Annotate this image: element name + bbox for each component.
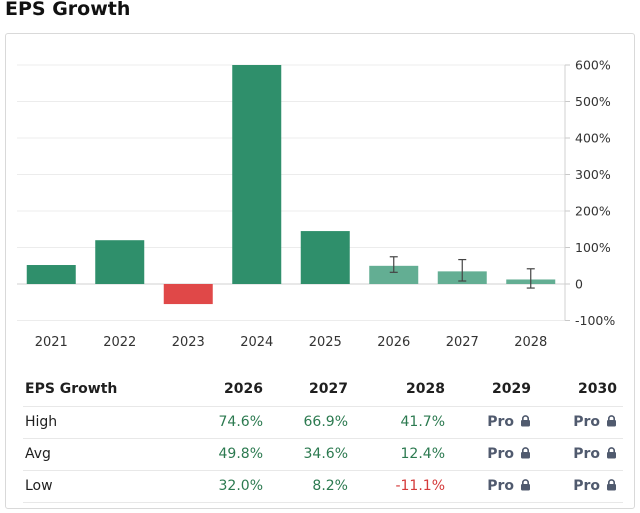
page-title: EPS Growth xyxy=(5,0,131,20)
y-tick-label: -100% xyxy=(575,313,615,328)
pro-locked-cell[interactable]: Pro xyxy=(451,439,531,471)
row-label: Low xyxy=(25,478,53,494)
eps-growth-chart: 600% 500% 400% 300% 200% 100% 0 -100% 2021 2022 20… xyxy=(17,58,615,350)
x-tick-label: 2021 xyxy=(35,335,68,350)
lock-icon xyxy=(606,440,617,471)
bar xyxy=(26,265,76,284)
bar xyxy=(163,284,213,305)
year-header: 2030 xyxy=(578,381,617,397)
y-tick-label: 0 xyxy=(575,277,583,292)
table-header-label: EPS Growth xyxy=(25,381,118,397)
lock-icon xyxy=(606,472,617,503)
x-tick-label: 2023 xyxy=(172,335,205,350)
lock-icon xyxy=(606,408,617,439)
pro-label: Pro xyxy=(487,446,514,462)
x-tick-label: 2025 xyxy=(309,335,342,350)
bar xyxy=(232,65,282,284)
table-row-high: High 74.6% 66.9% 41.7% Pro Pro xyxy=(23,407,623,439)
bar xyxy=(369,265,419,284)
table-cell: 66.9% xyxy=(303,414,348,430)
pro-locked-cell[interactable]: Pro xyxy=(451,471,531,503)
table-cell: 8.2% xyxy=(312,478,348,494)
x-tick-label: 2028 xyxy=(514,335,547,350)
pro-locked-cell[interactable]: Pro xyxy=(537,407,617,439)
table-row-low: Low 32.0% 8.2% -11.1% Pro Pro xyxy=(23,471,623,503)
row-label: High xyxy=(25,414,58,430)
lock-icon xyxy=(520,408,531,439)
pro-label: Pro xyxy=(573,446,600,462)
year-header: 2026 xyxy=(224,381,263,397)
year-header: 2027 xyxy=(309,381,348,397)
x-tick-label: 2027 xyxy=(446,335,479,350)
eps-growth-table: EPS Growth 2026 2027 2028 2029 2030 High… xyxy=(23,374,623,503)
table-cell: 32.0% xyxy=(218,478,263,494)
pro-locked-cell[interactable]: Pro xyxy=(451,407,531,439)
row-label: Avg xyxy=(25,446,51,462)
table-cell: 41.7% xyxy=(400,414,445,430)
pro-locked-cell[interactable]: Pro xyxy=(537,439,617,471)
table-header-row: EPS Growth 2026 2027 2028 2029 2030 xyxy=(23,374,623,407)
x-tick-label: 2026 xyxy=(377,335,410,350)
eps-growth-card xyxy=(5,33,635,509)
y-tick-label: 400% xyxy=(575,131,611,146)
pro-locked-cell[interactable]: Pro xyxy=(537,471,617,503)
y-tick-label: 600% xyxy=(575,58,611,73)
x-tick-label: 2022 xyxy=(103,335,136,350)
pro-label: Pro xyxy=(573,478,600,494)
table-cell: 74.6% xyxy=(218,414,263,430)
year-header: 2029 xyxy=(492,381,531,397)
bar xyxy=(300,231,350,284)
table-cell: 12.4% xyxy=(400,446,445,462)
y-tick-label: 300% xyxy=(575,167,611,182)
y-tick-label: 100% xyxy=(575,240,611,255)
y-tick-label: 500% xyxy=(575,94,611,109)
y-tick-label: 200% xyxy=(575,204,611,219)
year-header: 2028 xyxy=(406,381,445,397)
lock-icon xyxy=(520,440,531,471)
lock-icon xyxy=(520,472,531,503)
table-row-avg: Avg 49.8% 34.6% 12.4% Pro Pro xyxy=(23,439,623,471)
table-cell: 34.6% xyxy=(303,446,348,462)
x-tick-label: 2024 xyxy=(240,335,273,350)
bar xyxy=(95,240,145,284)
pro-label: Pro xyxy=(487,478,514,494)
pro-label: Pro xyxy=(487,414,514,430)
table-cell: 49.8% xyxy=(218,446,263,462)
table-cell: -11.1% xyxy=(395,478,445,494)
pro-label: Pro xyxy=(573,414,600,430)
